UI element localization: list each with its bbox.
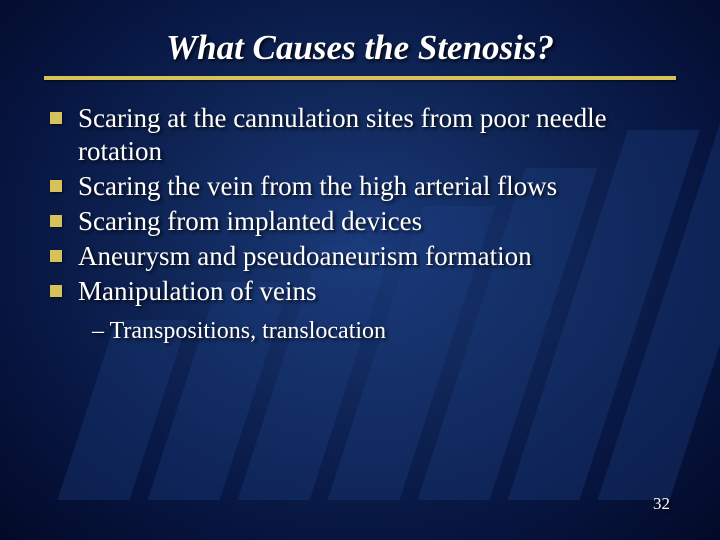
bullet-text: Aneurysm and pseudoaneurism formation [78,241,532,271]
bullet-list: Scaring at the cannulation sites from po… [44,102,676,308]
square-bullet-icon [50,180,62,192]
slide-title: What Causes the Stenosis? [44,28,676,68]
square-bullet-icon [50,285,62,297]
slide-container: What Causes the Stenosis? Scaring at the… [0,0,720,540]
square-bullet-icon [50,215,62,227]
page-number: 32 [653,494,670,514]
bullet-item: Manipulation of veins [46,275,670,308]
bullet-item: Scaring the vein from the high arterial … [46,170,670,203]
square-bullet-icon [50,250,62,262]
bullet-item: Aneurysm and pseudoaneurism formation [46,240,670,273]
square-bullet-icon [50,112,62,124]
bullet-text: Scaring the vein from the high arterial … [78,171,557,201]
title-underline [44,76,676,80]
bullet-item: Scaring from implanted devices [46,205,670,238]
bullet-text: Scaring at the cannulation sites from po… [78,103,607,166]
bullet-item: Scaring at the cannulation sites from po… [46,102,670,168]
sub-bullet-list: Transpositions, translocation [44,318,676,345]
sub-bullet-item: Transpositions, translocation [92,318,676,345]
bullet-text: Manipulation of veins [78,276,316,306]
bullet-text: Scaring from implanted devices [78,206,422,236]
